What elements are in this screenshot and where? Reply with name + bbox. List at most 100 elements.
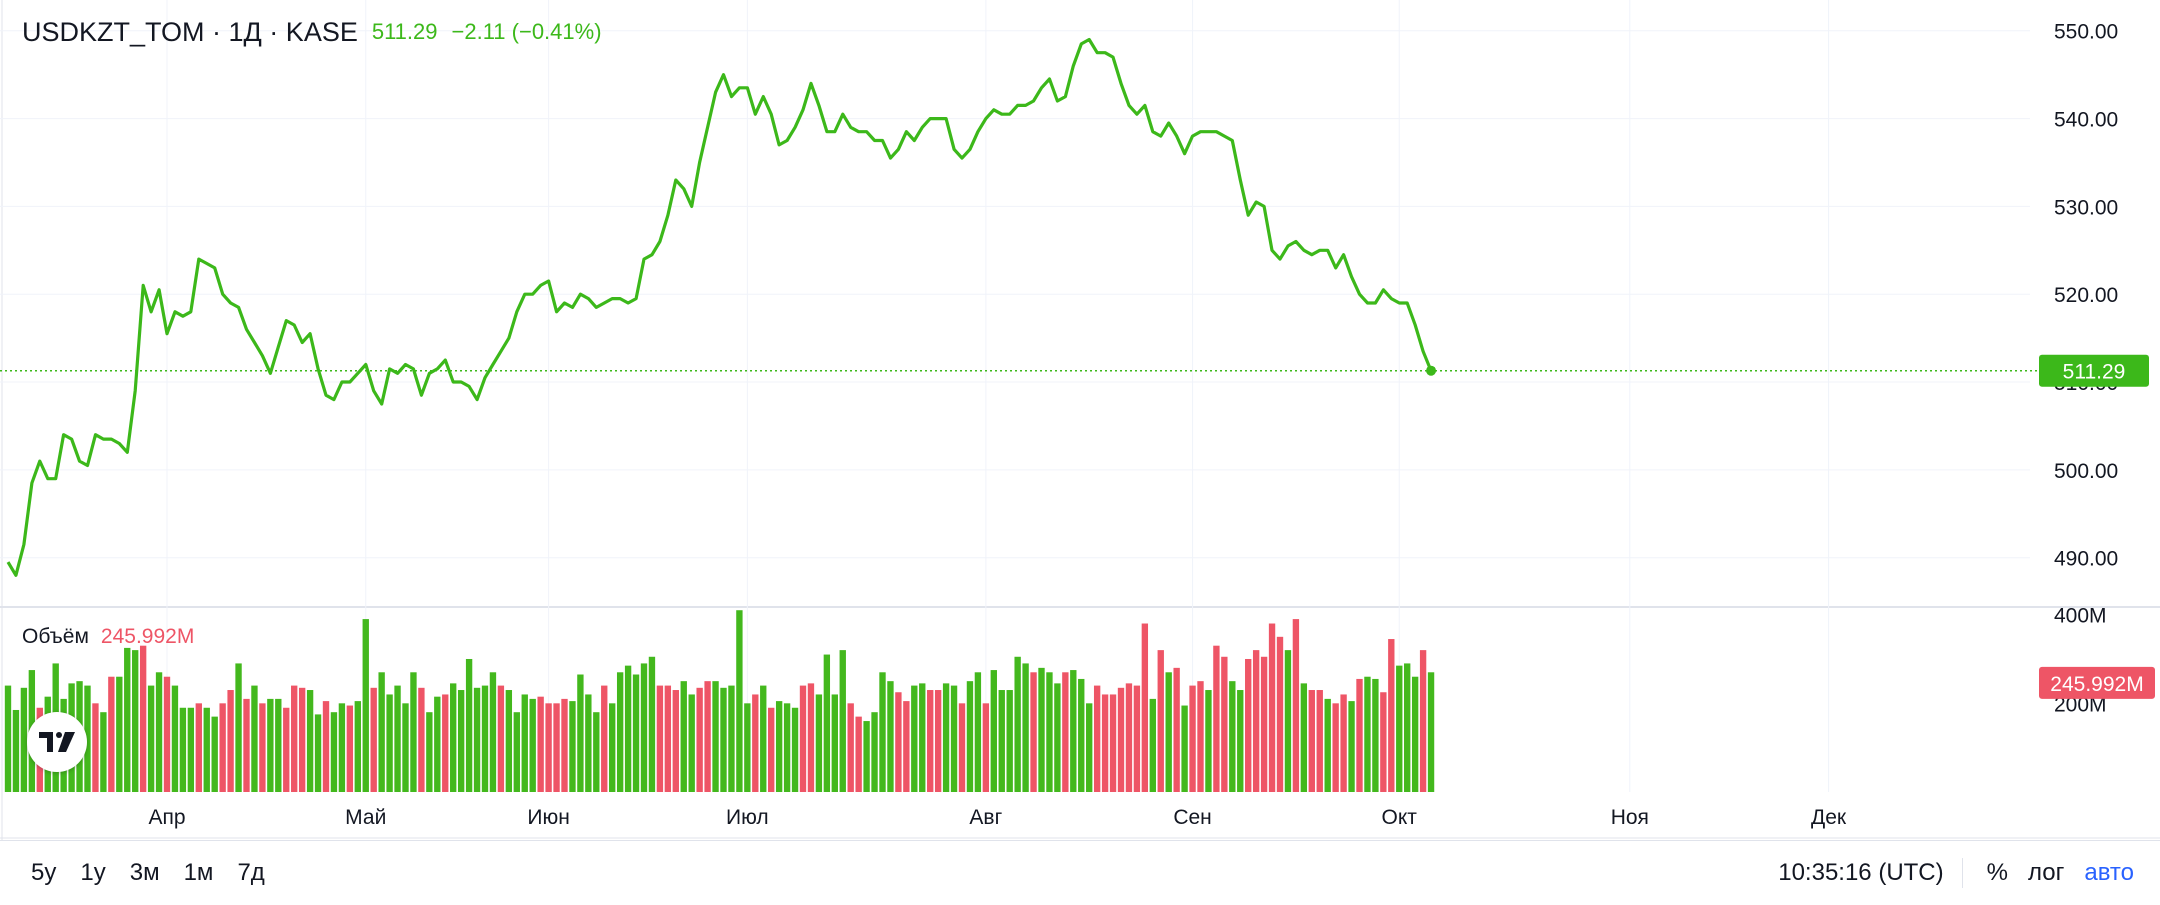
volume-bar	[569, 701, 576, 792]
bottom-toolbar: 5y 1y 3м 1м 7д 10:35:16 (UTC) % лог авто	[0, 840, 2160, 905]
volume-axis[interactable]: 200M 400M	[2054, 605, 2107, 717]
volume-bar	[736, 610, 743, 792]
volume-value: 245.992M	[100, 625, 195, 648]
time-axis[interactable]: Апр Май Июн Июл Авг Сен Окт Ноя Дек	[148, 806, 1846, 829]
volume-tick-label: 200M	[2054, 693, 2107, 716]
range-7d-button[interactable]: 7д	[237, 859, 265, 886]
volume-bar	[1157, 650, 1164, 792]
volume-bar	[1396, 665, 1403, 792]
volume-bar	[187, 707, 195, 792]
time-tick-label: Сен	[1173, 806, 1211, 829]
volume-bar	[1380, 692, 1387, 792]
volume-bar	[799, 685, 807, 792]
volume-bar	[92, 703, 99, 792]
volume-bar	[871, 712, 878, 792]
volume-bar	[624, 665, 632, 792]
volume-bar	[481, 685, 489, 792]
volume-bar	[664, 685, 672, 792]
volume-bar	[418, 687, 425, 792]
utc-clock[interactable]: 10:35:16 (UTC)	[1778, 859, 1944, 886]
volume-bar	[982, 703, 990, 792]
symbol-title[interactable]: USDKZT_TOM · 1Д · KASE	[22, 16, 358, 47]
volume-bar	[147, 685, 155, 792]
volume-bar	[768, 707, 775, 792]
volume-bar	[132, 650, 139, 792]
volume-bar	[322, 701, 330, 792]
volume-bar	[1316, 690, 1323, 792]
volume-bar	[402, 703, 409, 792]
volume-bar	[1006, 690, 1013, 792]
volume-bar	[847, 703, 854, 792]
volume-bar	[116, 676, 123, 792]
range-3m-button[interactable]: 3м	[129, 859, 160, 886]
price-line-layer	[0, 37, 2040, 577]
volume-bar	[124, 647, 131, 792]
price-tick-label: 550.00	[2054, 21, 2118, 44]
volume-bar	[521, 694, 528, 792]
volume-bar	[1284, 650, 1292, 792]
time-tick-label: Дек	[1811, 806, 1847, 829]
range-1m-button[interactable]: 1м	[183, 859, 214, 886]
volume-bar	[1054, 683, 1061, 792]
volume-bar	[505, 690, 513, 792]
price-tick-label: 520.00	[2054, 284, 2118, 307]
volume-bar	[760, 685, 767, 792]
volume-bar	[251, 685, 258, 792]
volume-bar	[155, 672, 163, 792]
price-change: −2.11 (−0.41%)	[451, 19, 602, 44]
time-tick-label: Авг	[969, 806, 1002, 829]
volume-legend[interactable]: Объём 245.992M	[22, 622, 194, 652]
toolbar-divider	[1961, 858, 1963, 888]
volume-bar	[728, 685, 735, 792]
price-tick-label: 540.00	[2054, 109, 2118, 132]
auto-scale-button[interactable]: авто	[2084, 859, 2134, 886]
volume-bar	[863, 721, 870, 792]
volume-bar	[895, 692, 902, 792]
volume-bar	[601, 685, 608, 792]
volume-bar	[807, 683, 815, 792]
volume-tag: 245.992M	[2050, 673, 2143, 696]
price-tag-bg	[2039, 354, 2149, 387]
volume-bar	[1022, 663, 1029, 792]
volume-bar	[338, 703, 346, 792]
volume-bar	[386, 694, 393, 792]
volume-bar	[1300, 683, 1308, 792]
log-scale-button[interactable]: лог	[2027, 859, 2065, 886]
range-5y-button[interactable]: 5y	[31, 859, 57, 886]
percent-scale-button[interactable]: %	[1986, 859, 2008, 886]
volume-bar	[100, 712, 107, 792]
range-1y-button[interactable]: 1y	[80, 859, 106, 886]
volume-bar	[696, 687, 703, 792]
volume-bar	[1109, 694, 1117, 792]
volume-bar	[942, 683, 950, 792]
volume-bar	[1101, 694, 1109, 792]
last-price: 511.29	[371, 19, 438, 44]
volume-bar	[1205, 690, 1212, 792]
volume-bar	[195, 703, 202, 792]
volume-bar	[1276, 636, 1284, 792]
price-tag: 511.29	[2063, 361, 2126, 384]
volume-bar	[346, 705, 354, 792]
volume-bar	[791, 707, 799, 792]
volume-bar	[1014, 656, 1021, 792]
volume-title: Объём	[22, 625, 89, 648]
volume-bar	[712, 681, 719, 792]
volume-bar	[354, 701, 361, 792]
time-tick-label: Июл	[726, 806, 769, 829]
volume-bar	[12, 709, 20, 792]
symbol-legend[interactable]: USDKZT_TOM · 1Д · KASE 511.29 −2.11 (−0.…	[22, 14, 602, 50]
volume-bar	[378, 672, 385, 792]
volume-bar	[259, 703, 266, 792]
volume-bar	[394, 685, 401, 792]
tradingview-logo-icon[interactable]	[27, 712, 87, 772]
volume-bar	[1165, 672, 1172, 792]
volume-bar	[1332, 703, 1339, 792]
price-line	[6, 37, 1433, 577]
volume-bar	[1292, 619, 1300, 792]
scale-tools: 10:35:16 (UTC) % лог авто	[1778, 841, 2144, 905]
volume-bar	[704, 681, 711, 792]
volume-bar	[672, 690, 679, 792]
chart-area[interactable]: 490.00500.00510.00520.00530.00540.00550.…	[0, 0, 2160, 840]
volume-bar	[267, 698, 274, 792]
volume-tag-bg	[2039, 666, 2155, 699]
